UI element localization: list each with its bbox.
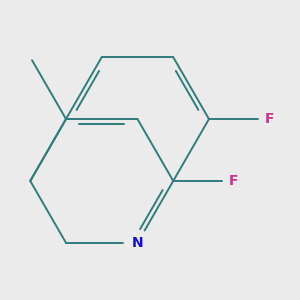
Text: F: F (229, 174, 239, 188)
Text: F: F (265, 112, 274, 126)
Text: N: N (132, 236, 143, 250)
